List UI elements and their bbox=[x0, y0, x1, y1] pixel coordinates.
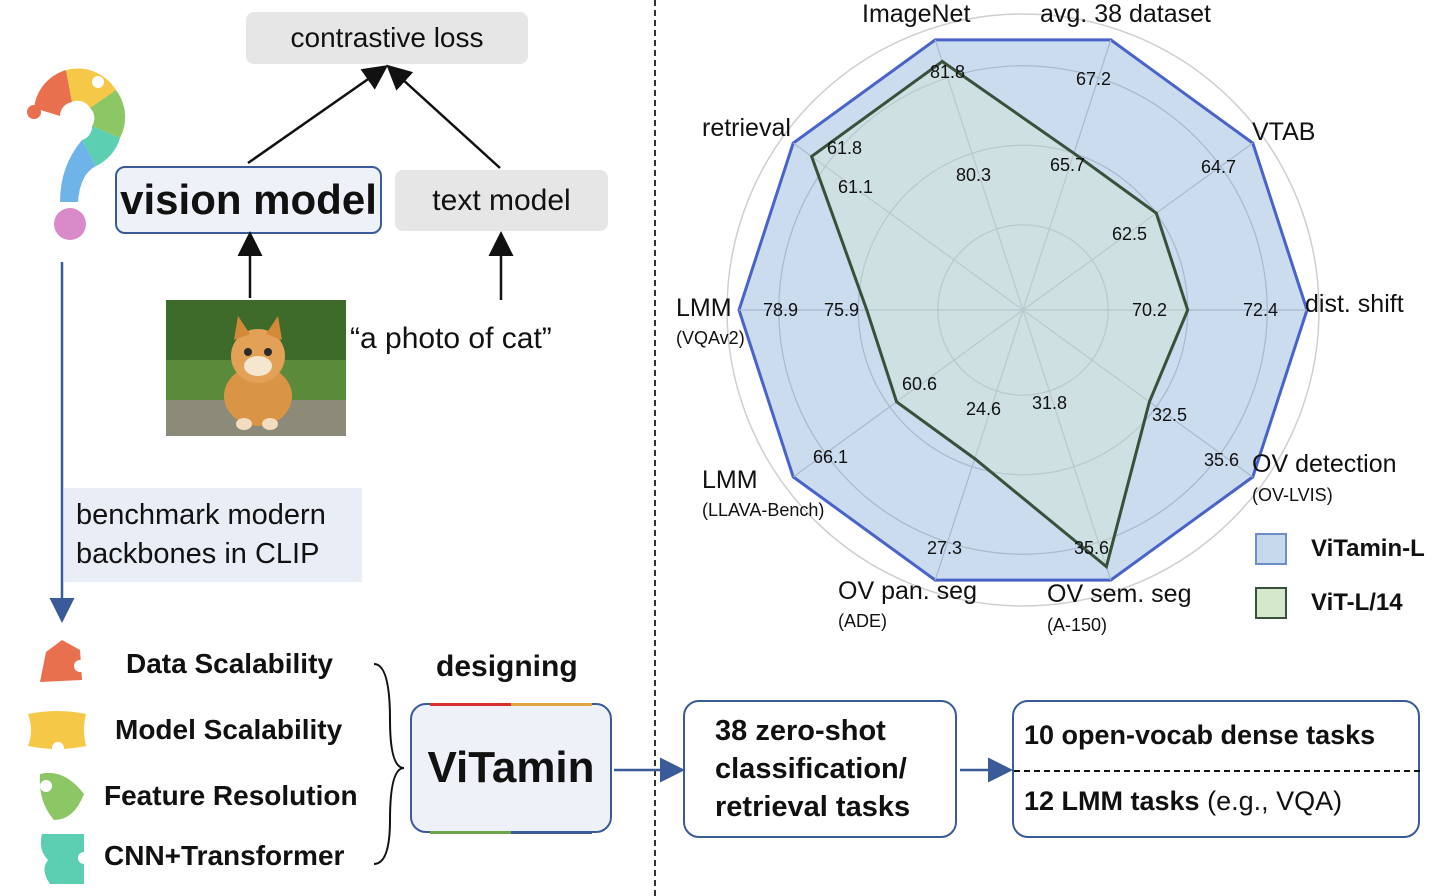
legend-label-vitamin: ViTamin-L bbox=[1311, 535, 1425, 562]
series-vit-l14-polygon bbox=[809, 59, 1190, 570]
vertical-divider bbox=[654, 0, 656, 896]
zero-shot-line-1: 38 zero-shot bbox=[715, 715, 886, 747]
radar-grid-ring-3 bbox=[726, 13, 1320, 607]
benchmark-line-1: benchmark modern bbox=[76, 499, 326, 531]
flow-arrows bbox=[614, 757, 1013, 783]
radar-axis-sub-ade: (ADE) bbox=[838, 611, 887, 631]
radar-axis-label-ov-detection: OV detection bbox=[1252, 450, 1397, 478]
vitamin-value-retrieval: 61.8 bbox=[827, 138, 863, 158]
radar-inner-spoke-4 bbox=[1022, 309, 1112, 581]
radar-axis-label-lmm-llava: LMM bbox=[702, 466, 758, 494]
vision-model-box: vision model bbox=[115, 166, 382, 234]
radar-axis-label-lmm-vqa: LMM bbox=[676, 294, 732, 322]
vit-value-lmm-llava: 60.6 bbox=[902, 374, 938, 394]
zero-shot-tasks-box: 38 zero-shot classification/ retrieval t… bbox=[683, 700, 957, 838]
radar-inner-spoke-9 bbox=[934, 39, 1024, 311]
radar-axis-label-imagenet: ImageNet bbox=[862, 0, 971, 28]
radar-inner-spoke-5 bbox=[934, 309, 1024, 581]
radar-axis-label-ov-sem-seg: OV sem. seg bbox=[1047, 580, 1192, 608]
radar-axis-label-vtab: VTAB bbox=[1252, 118, 1316, 146]
dense-lmm-tasks-box: 10 open-vocab dense tasks 12 LMM tasks (… bbox=[1012, 700, 1420, 838]
vit-value-vtab: 62.5 bbox=[1112, 224, 1148, 244]
legend-item-vit: ViT-L/14 bbox=[1255, 586, 1425, 620]
contrastive-loss-box: contrastive loss bbox=[246, 12, 528, 64]
radar-inner-spoke-0 bbox=[1022, 39, 1112, 311]
radar-axis-label-dist-shift: dist. shift bbox=[1305, 290, 1404, 318]
radar-inner-spoke-1 bbox=[1022, 142, 1254, 311]
vitamin-value-ov-sem-seg: 35.6 bbox=[1074, 538, 1110, 558]
vit-value-lmm-vqa: 75.9 bbox=[824, 300, 860, 320]
cat-photo-image bbox=[166, 300, 346, 436]
legend-item-vitamin: ViTamin-L bbox=[1255, 532, 1425, 566]
model-arrows bbox=[49, 64, 514, 865]
data-scalability-puzzle-icon bbox=[40, 640, 86, 682]
feature-resolution-puzzle-icon bbox=[39, 772, 84, 820]
designing-label: designing bbox=[436, 650, 578, 683]
radar-inner-spoke-3 bbox=[1022, 309, 1254, 478]
radar-axis-sub-a150: (A-150) bbox=[1047, 615, 1108, 635]
benchmark-note: benchmark modern backbones in CLIP bbox=[64, 488, 362, 582]
vitamin-top-accent bbox=[430, 703, 592, 706]
legend: ViTamin-L ViT-L/14 bbox=[1255, 532, 1425, 620]
lmm-tasks-label: 12 LMM tasks (e.g., VQA) bbox=[1024, 786, 1342, 817]
radar-axis-label-retrieval: retrieval bbox=[702, 114, 791, 142]
vitamin-value-lmm-llava: 66.1 bbox=[813, 447, 849, 467]
vit-value-retrieval: 61.1 bbox=[838, 177, 874, 197]
legend-label-vit: ViT-L/14 bbox=[1311, 589, 1403, 616]
text-model-box: text model bbox=[395, 170, 608, 231]
dense-lmm-separator bbox=[1014, 770, 1420, 772]
radar-axis-sub-llava-bench: (LLAVA-Bench) bbox=[702, 500, 825, 520]
feature-model-scalability: Model Scalability bbox=[115, 714, 343, 745]
dense-tasks-label: 10 open-vocab dense tasks bbox=[1024, 720, 1376, 750]
legend-swatch-vitamin bbox=[1255, 533, 1287, 565]
vitamin-value-avg38: 67.2 bbox=[1076, 69, 1112, 89]
cnn-transformer-puzzle-icon bbox=[40, 834, 90, 884]
radar-axis-label-avg38: avg. 38 dataset bbox=[1040, 0, 1211, 28]
vitamin-value-dist-shift: 72.4 bbox=[1243, 300, 1279, 320]
benchmark-line-2: backbones in CLIP bbox=[76, 538, 320, 570]
zero-shot-line-2: classification/ bbox=[715, 753, 907, 785]
vit-value-avg38: 65.7 bbox=[1050, 155, 1086, 175]
vit-value-ov-detection: 32.5 bbox=[1152, 405, 1188, 425]
vitamin-bottom-accent bbox=[430, 831, 592, 834]
question-mark-puzzle-icon bbox=[27, 68, 126, 240]
vit-value-imagenet: 80.3 bbox=[956, 165, 992, 185]
model-scalability-puzzle-icon bbox=[28, 711, 86, 752]
vitamin-value-ov-detection: 35.6 bbox=[1204, 450, 1240, 470]
feature-data-scalability: Data Scalability bbox=[126, 648, 333, 679]
cat-caption: “a photo of cat” bbox=[350, 322, 552, 355]
radar-axis-sub-ov-lvis: (OV-LVIS) bbox=[1252, 485, 1333, 505]
vit-value-ov-pan-seg: 24.6 bbox=[966, 399, 1002, 419]
lmm-tasks-bold: 12 LMM tasks bbox=[1024, 786, 1200, 816]
feature-feature-resolution: Feature Resolution bbox=[104, 780, 358, 811]
radar-inner-spoke-6 bbox=[792, 309, 1024, 478]
legend-swatch-vit bbox=[1255, 587, 1287, 619]
vitamin-value-vtab: 64.7 bbox=[1201, 157, 1237, 177]
vitamin-title: ViTamin bbox=[427, 743, 595, 792]
vitamin-value-imagenet: 81.8 bbox=[930, 62, 966, 82]
zero-shot-line-3: retrieval tasks bbox=[715, 791, 911, 823]
feature-cnn-transformer: CNN+Transformer bbox=[104, 840, 345, 871]
vit-value-ov-sem-seg: 31.8 bbox=[1032, 393, 1068, 413]
radar-axis-sub-vqav2: (VQAv2) bbox=[676, 328, 745, 348]
radar-axis-label-ov-pan-seg: OV pan. seg bbox=[838, 577, 977, 605]
lmm-tasks-example: (e.g., VQA) bbox=[1199, 786, 1343, 816]
vitamin-value-lmm-vqa: 78.9 bbox=[763, 300, 799, 320]
vitamin-value-ov-pan-seg: 27.3 bbox=[927, 538, 963, 558]
radar-inner-spoke-8 bbox=[792, 142, 1024, 311]
vit-value-dist-shift: 70.2 bbox=[1132, 300, 1168, 320]
